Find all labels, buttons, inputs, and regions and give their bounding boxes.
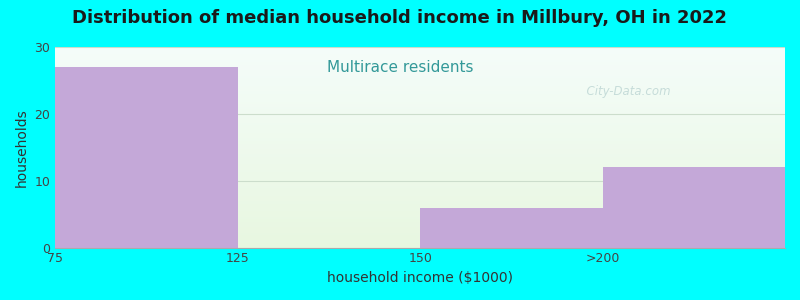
Bar: [420, 208, 602, 248]
Bar: [602, 167, 785, 247]
X-axis label: household income ($1000): household income ($1000): [327, 271, 513, 285]
Text: Multirace residents: Multirace residents: [326, 60, 474, 75]
Text: City-Data.com: City-Data.com: [578, 85, 670, 98]
Y-axis label: households: households: [15, 108, 29, 187]
Text: Distribution of median household income in Millbury, OH in 2022: Distribution of median household income …: [73, 9, 727, 27]
Bar: [55, 67, 238, 248]
